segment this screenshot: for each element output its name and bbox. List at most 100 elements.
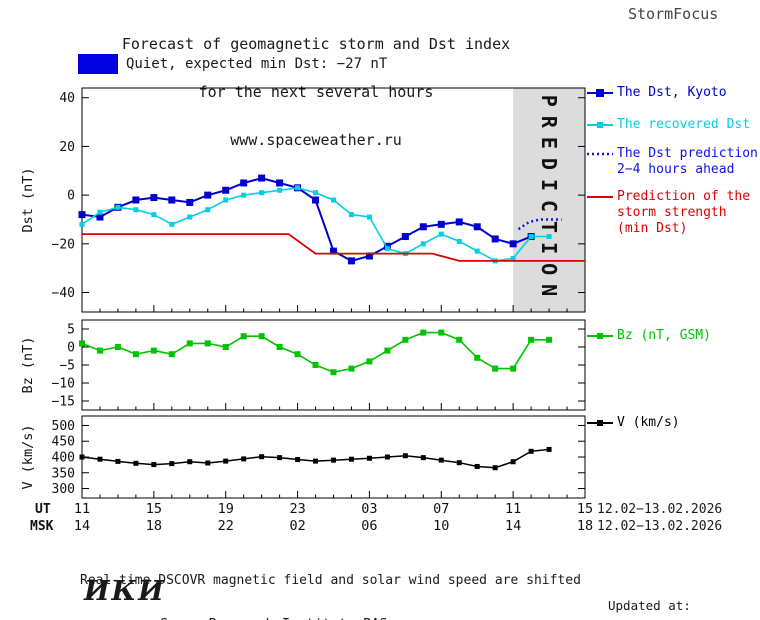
prediction-band-label: PREDICTION xyxy=(537,95,561,305)
y-tick-label: 0 xyxy=(67,189,75,204)
series-marker xyxy=(419,223,427,231)
x-tick-ut: 15 xyxy=(577,501,593,517)
series-marker xyxy=(474,463,480,469)
series-marker xyxy=(259,454,265,460)
series-marker xyxy=(169,221,175,227)
series-marker xyxy=(96,213,104,221)
series-marker xyxy=(510,255,516,261)
series-marker xyxy=(168,351,175,358)
y-tick-label: −40 xyxy=(52,286,75,301)
x-tick-msk: 06 xyxy=(361,518,377,534)
legend-item-storm-strength: Prediction of the storm strength (min Ds… xyxy=(587,189,758,237)
series-marker xyxy=(259,190,265,196)
series-marker xyxy=(223,458,229,464)
legend-label: (min Dst) xyxy=(617,221,688,236)
series-marker xyxy=(366,358,373,365)
series-marker xyxy=(132,351,139,358)
series-marker xyxy=(348,212,354,218)
series-marker xyxy=(384,347,391,354)
series-marker xyxy=(528,448,534,454)
storm-status-text: Quiet, expected min Dst: −27 nT xyxy=(126,56,388,72)
series-marker xyxy=(79,454,85,460)
series-marker xyxy=(509,240,517,248)
page-title: Forecast of geomagnetic storm and Dst in… xyxy=(121,35,511,53)
series-marker xyxy=(294,351,301,358)
series-marker xyxy=(277,455,283,461)
series-marker xyxy=(187,459,193,465)
updated-block: Updated at: UT 11:05, 13.02.2026 MSK 14:… xyxy=(599,566,757,620)
y-axis-label: Dst (nT) xyxy=(20,167,36,232)
x-tick-msk: 10 xyxy=(433,518,449,534)
series-marker xyxy=(492,465,498,471)
y-tick-label: 5 xyxy=(67,323,75,338)
series-marker xyxy=(438,231,444,237)
y-tick-label: 450 xyxy=(52,435,75,450)
series-marker xyxy=(510,459,516,465)
series-marker xyxy=(205,207,211,213)
legend-item-dst-prediction: The Dst prediction 2−4 hours ahead xyxy=(587,146,758,178)
series-marker xyxy=(258,174,266,182)
series-marker xyxy=(348,365,355,372)
y-tick-label: 300 xyxy=(52,482,75,497)
series-marker xyxy=(186,340,193,347)
series-marker xyxy=(313,190,319,196)
series-marker xyxy=(187,214,193,220)
series-line xyxy=(82,233,585,262)
legend-label: V (km/s) xyxy=(617,415,680,430)
institute-block: Space Research Institute RAS iki.cosmos.… xyxy=(160,582,388,620)
y-tick-label: 0 xyxy=(67,341,75,356)
series-marker xyxy=(205,460,211,466)
series-marker xyxy=(474,248,480,254)
series-marker xyxy=(151,462,157,468)
series-marker xyxy=(331,457,336,463)
quiet-level-color-box xyxy=(78,54,118,74)
series-marker xyxy=(347,257,355,265)
propagation-note: Real-time DSCOVR magnetic field and sola… xyxy=(80,538,581,620)
dst-legend: The Dst, Kyoto The recovered Dst The Dst… xyxy=(587,85,758,237)
series-marker xyxy=(79,221,85,227)
series-marker xyxy=(258,333,265,340)
series-marker xyxy=(222,186,230,194)
series-marker xyxy=(312,362,319,368)
series-marker xyxy=(313,458,319,464)
series-marker xyxy=(151,212,157,218)
series-marker xyxy=(348,456,354,462)
x-tick-msk: 14 xyxy=(74,518,90,534)
series-marker xyxy=(438,329,445,336)
panel-frame xyxy=(81,415,586,499)
date-range-msk: 12.02−13.02.2026 xyxy=(597,519,723,534)
legend-label: 2−4 hours ahead xyxy=(617,162,735,177)
y-axis-label: V (km/s) xyxy=(20,424,36,489)
x-tick-ut: 03 xyxy=(361,501,377,517)
series-marker xyxy=(168,196,176,204)
series-marker xyxy=(97,209,103,215)
site-url: www.spaceweather.ru xyxy=(230,131,402,149)
series-marker xyxy=(456,336,463,343)
y-tick-label: 20 xyxy=(59,140,75,155)
series-marker xyxy=(456,460,462,466)
y-axis-label: Bz (nT) xyxy=(20,337,36,394)
prediction-band xyxy=(513,88,585,312)
institute-name: Space Research Institute RAS xyxy=(160,616,388,620)
series-marker xyxy=(420,455,426,461)
stormfocus-brand: StormFocus xyxy=(628,5,719,23)
panel-frame xyxy=(81,319,586,411)
series-marker xyxy=(474,354,481,361)
series-marker xyxy=(366,214,372,220)
series-marker xyxy=(79,340,85,347)
updated-label: Updated at: xyxy=(608,598,691,613)
series-marker xyxy=(546,336,553,343)
date-range-ut: 12.02−13.02.2026 xyxy=(597,502,723,517)
x-tick-msk: 02 xyxy=(289,518,305,534)
x-tick-ut: 11 xyxy=(74,501,90,517)
series-marker xyxy=(169,461,175,467)
x-tick-ut: 19 xyxy=(218,501,234,517)
series-marker xyxy=(510,365,517,372)
series-marker xyxy=(420,241,426,247)
series-marker xyxy=(186,198,194,206)
series-marker xyxy=(384,246,390,252)
series-marker xyxy=(241,456,247,462)
bz-legend: Bz (nT, GSM) xyxy=(587,328,711,347)
series-marker xyxy=(115,458,121,464)
